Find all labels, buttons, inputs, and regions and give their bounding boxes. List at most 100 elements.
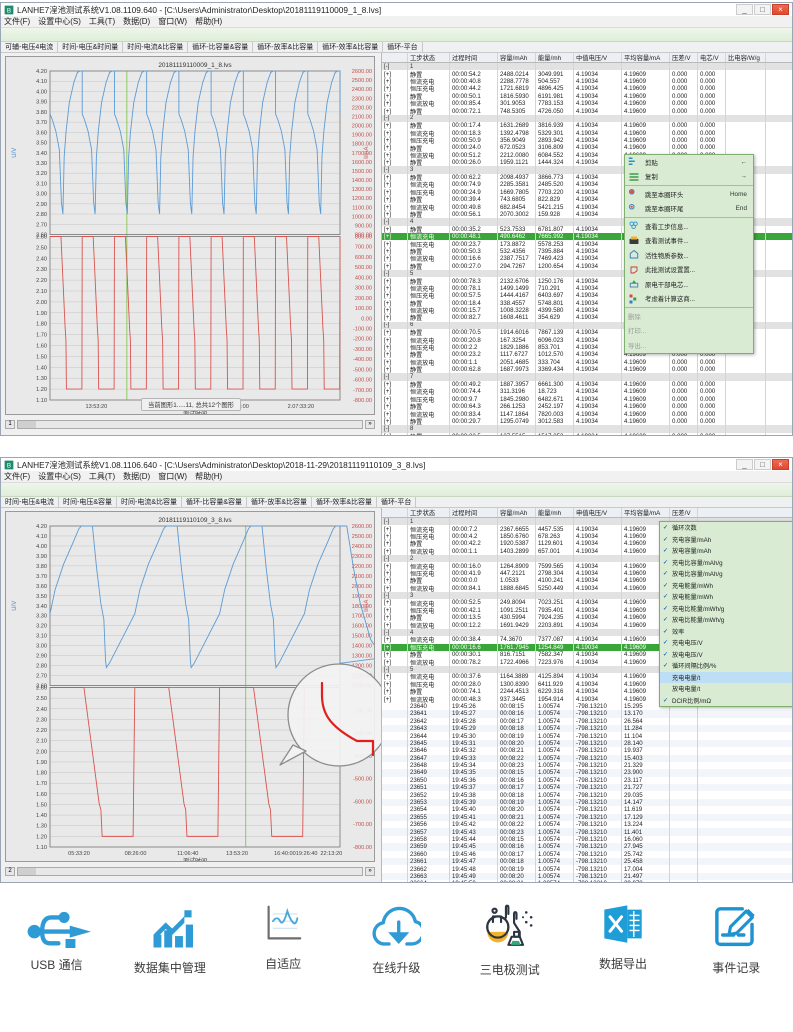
- svg-text:900.00: 900.00: [355, 223, 372, 229]
- svg-text:2.50: 2.50: [36, 696, 47, 702]
- svg-text:3.40: 3.40: [36, 151, 47, 157]
- svg-text:2600.00: 2600.00: [352, 69, 372, 75]
- svg-text:2.90: 2.90: [36, 654, 47, 660]
- svg-text:400.00: 400.00: [355, 275, 372, 281]
- svg-text:1.30: 1.30: [36, 376, 47, 382]
- svg-text:11:06:40: 11:06:40: [177, 851, 198, 857]
- svg-text:4.00: 4.00: [36, 89, 47, 95]
- svg-text:2.07:33:20: 2.07:33:20: [288, 404, 314, 410]
- svg-text:1.20: 1.20: [36, 834, 47, 840]
- svg-text:2.00: 2.00: [36, 749, 47, 755]
- svg-text:2.10: 2.10: [36, 739, 47, 745]
- svg-text:-700.00: -700.00: [353, 822, 372, 828]
- svg-text:2600.00: 2600.00: [352, 524, 372, 530]
- svg-text:I/mA: I/mA: [364, 147, 370, 159]
- svg-text:2.00: 2.00: [36, 300, 47, 306]
- svg-text:700.00: 700.00: [355, 245, 372, 251]
- svg-text:2.20: 2.20: [36, 728, 47, 734]
- svg-text:4.20: 4.20: [36, 524, 47, 530]
- svg-text:-800.00: -800.00: [353, 398, 372, 404]
- svg-text:3.50: 3.50: [36, 594, 47, 600]
- svg-text:2300.00: 2300.00: [352, 554, 372, 560]
- svg-text:1100.00: 1100.00: [352, 205, 372, 211]
- svg-text:-100.00: -100.00: [353, 326, 372, 332]
- svg-text:0.00: 0.00: [361, 316, 372, 322]
- svg-text:3.60: 3.60: [36, 130, 47, 136]
- svg-text:1900.00: 1900.00: [352, 594, 372, 600]
- svg-text:1400.00: 1400.00: [352, 178, 372, 184]
- svg-text:2.40: 2.40: [36, 256, 47, 262]
- svg-text:4.20: 4.20: [36, 69, 47, 75]
- svg-text:1200.00: 1200.00: [352, 196, 372, 202]
- svg-text:3.20: 3.20: [36, 624, 47, 630]
- svg-text:1.30: 1.30: [36, 824, 47, 830]
- svg-text:2200.00: 2200.00: [352, 105, 372, 111]
- svg-text:1.80: 1.80: [36, 771, 47, 777]
- svg-text:-700.00: -700.00: [353, 388, 372, 394]
- svg-text:1.10: 1.10: [36, 845, 47, 851]
- svg-text:2.70: 2.70: [36, 674, 47, 680]
- svg-text:3.80: 3.80: [36, 564, 47, 570]
- svg-text:I/mA: I/mA: [364, 600, 370, 612]
- svg-text:3.40: 3.40: [36, 604, 47, 610]
- svg-text:1.60: 1.60: [36, 344, 47, 350]
- svg-text:2.20: 2.20: [36, 278, 47, 284]
- svg-text:4.10: 4.10: [36, 534, 47, 540]
- svg-text:2.80: 2.80: [36, 664, 47, 670]
- svg-text:1400.00: 1400.00: [352, 644, 372, 650]
- svg-text:4.10: 4.10: [36, 79, 47, 85]
- svg-text:2.60: 2.60: [36, 235, 47, 241]
- svg-text:3.30: 3.30: [36, 161, 47, 167]
- svg-text:3.80: 3.80: [36, 110, 47, 116]
- svg-text:2.10: 2.10: [36, 289, 47, 295]
- svg-text:-500.00: -500.00: [353, 367, 372, 373]
- svg-text:1300.00: 1300.00: [352, 187, 372, 193]
- svg-text:1.40: 1.40: [36, 365, 47, 371]
- svg-text:2000.00: 2000.00: [352, 584, 372, 590]
- svg-text:2400.00: 2400.00: [352, 87, 372, 93]
- svg-text:1.50: 1.50: [36, 354, 47, 360]
- svg-text:300.00: 300.00: [355, 286, 372, 292]
- svg-text:19:26:40: 19:26:40: [296, 851, 318, 857]
- svg-text:2.30: 2.30: [36, 267, 47, 273]
- svg-text:08:26:00: 08:26:00: [125, 851, 147, 857]
- svg-text:-600.00: -600.00: [353, 378, 372, 384]
- svg-text:2.40: 2.40: [36, 707, 47, 713]
- svg-text:100.00: 100.00: [355, 306, 372, 312]
- svg-text:3.70: 3.70: [36, 574, 47, 580]
- svg-text:3.70: 3.70: [36, 120, 47, 126]
- svg-text:3.90: 3.90: [36, 554, 47, 560]
- svg-text:2400.00: 2400.00: [352, 544, 372, 550]
- svg-text:1500.00: 1500.00: [352, 169, 372, 175]
- svg-text:600.00: 600.00: [355, 255, 372, 261]
- svg-text:2.90: 2.90: [36, 202, 47, 208]
- svg-text:3.00: 3.00: [36, 644, 47, 650]
- svg-text:1.70: 1.70: [36, 781, 47, 787]
- svg-text:3.00: 3.00: [36, 192, 47, 198]
- svg-text:2.60: 2.60: [36, 686, 47, 692]
- svg-text:B: B: [7, 462, 11, 469]
- svg-text:1.40: 1.40: [36, 813, 47, 819]
- svg-text:500.00: 500.00: [355, 265, 372, 271]
- svg-text:2.70: 2.70: [36, 222, 47, 228]
- svg-text:2100.00: 2100.00: [352, 114, 372, 120]
- svg-text:1.90: 1.90: [36, 760, 47, 766]
- svg-text:2500.00: 2500.00: [352, 78, 372, 84]
- svg-text:13:53:20: 13:53:20: [86, 404, 108, 410]
- svg-text:-600.00: -600.00: [353, 799, 372, 805]
- svg-text:-200.00: -200.00: [353, 337, 372, 343]
- svg-text:4.00: 4.00: [36, 544, 47, 550]
- svg-text:3.60: 3.60: [36, 584, 47, 590]
- svg-text:3.10: 3.10: [36, 634, 47, 640]
- svg-text:20181119110109_3_8.lvs: 20181119110109_3_8.lvs: [158, 517, 232, 524]
- svg-text:2300.00: 2300.00: [352, 96, 372, 102]
- svg-text:1700.00: 1700.00: [352, 614, 372, 620]
- svg-text:-400.00: -400.00: [353, 357, 372, 363]
- svg-text:1.60: 1.60: [36, 792, 47, 798]
- svg-text:B: B: [7, 7, 11, 14]
- svg-text:1.50: 1.50: [36, 802, 47, 808]
- svg-text:16:40:00: 16:40:00: [274, 851, 296, 857]
- svg-text:2200.00: 2200.00: [352, 564, 372, 570]
- svg-text:3.50: 3.50: [36, 141, 47, 147]
- svg-text:1.80: 1.80: [36, 322, 47, 328]
